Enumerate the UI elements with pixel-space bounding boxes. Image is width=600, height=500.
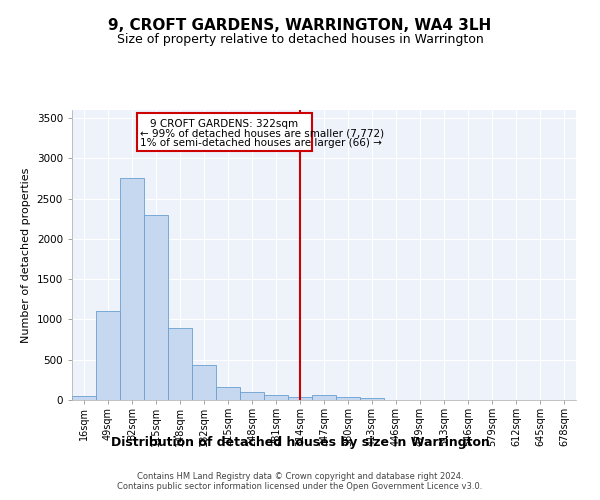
Text: 1% of semi-detached houses are larger (66) →: 1% of semi-detached houses are larger (6… xyxy=(140,138,382,148)
Bar xyxy=(168,328,192,400)
Bar xyxy=(72,396,96,400)
Bar xyxy=(96,312,120,400)
Text: Contains public sector information licensed under the Open Government Licence v3: Contains public sector information licen… xyxy=(118,482,482,491)
Text: Contains HM Land Registry data © Crown copyright and database right 2024.: Contains HM Land Registry data © Crown c… xyxy=(137,472,463,481)
Text: ← 99% of detached houses are smaller (7,772): ← 99% of detached houses are smaller (7,… xyxy=(140,128,384,138)
Text: 9 CROFT GARDENS: 322sqm: 9 CROFT GARDENS: 322sqm xyxy=(151,119,298,129)
Bar xyxy=(144,214,168,400)
Bar xyxy=(240,392,264,400)
Bar xyxy=(120,178,144,400)
FancyBboxPatch shape xyxy=(137,113,312,151)
Bar xyxy=(216,386,240,400)
Bar xyxy=(264,395,288,400)
Y-axis label: Number of detached properties: Number of detached properties xyxy=(21,168,31,342)
Bar xyxy=(360,398,384,400)
Bar xyxy=(336,397,360,400)
Text: Size of property relative to detached houses in Warrington: Size of property relative to detached ho… xyxy=(116,32,484,46)
Bar xyxy=(192,364,216,400)
Bar xyxy=(288,397,312,400)
Text: Distribution of detached houses by size in Warrington: Distribution of detached houses by size … xyxy=(110,436,490,449)
Text: 9, CROFT GARDENS, WARRINGTON, WA4 3LH: 9, CROFT GARDENS, WARRINGTON, WA4 3LH xyxy=(109,18,491,32)
Bar xyxy=(312,395,336,400)
